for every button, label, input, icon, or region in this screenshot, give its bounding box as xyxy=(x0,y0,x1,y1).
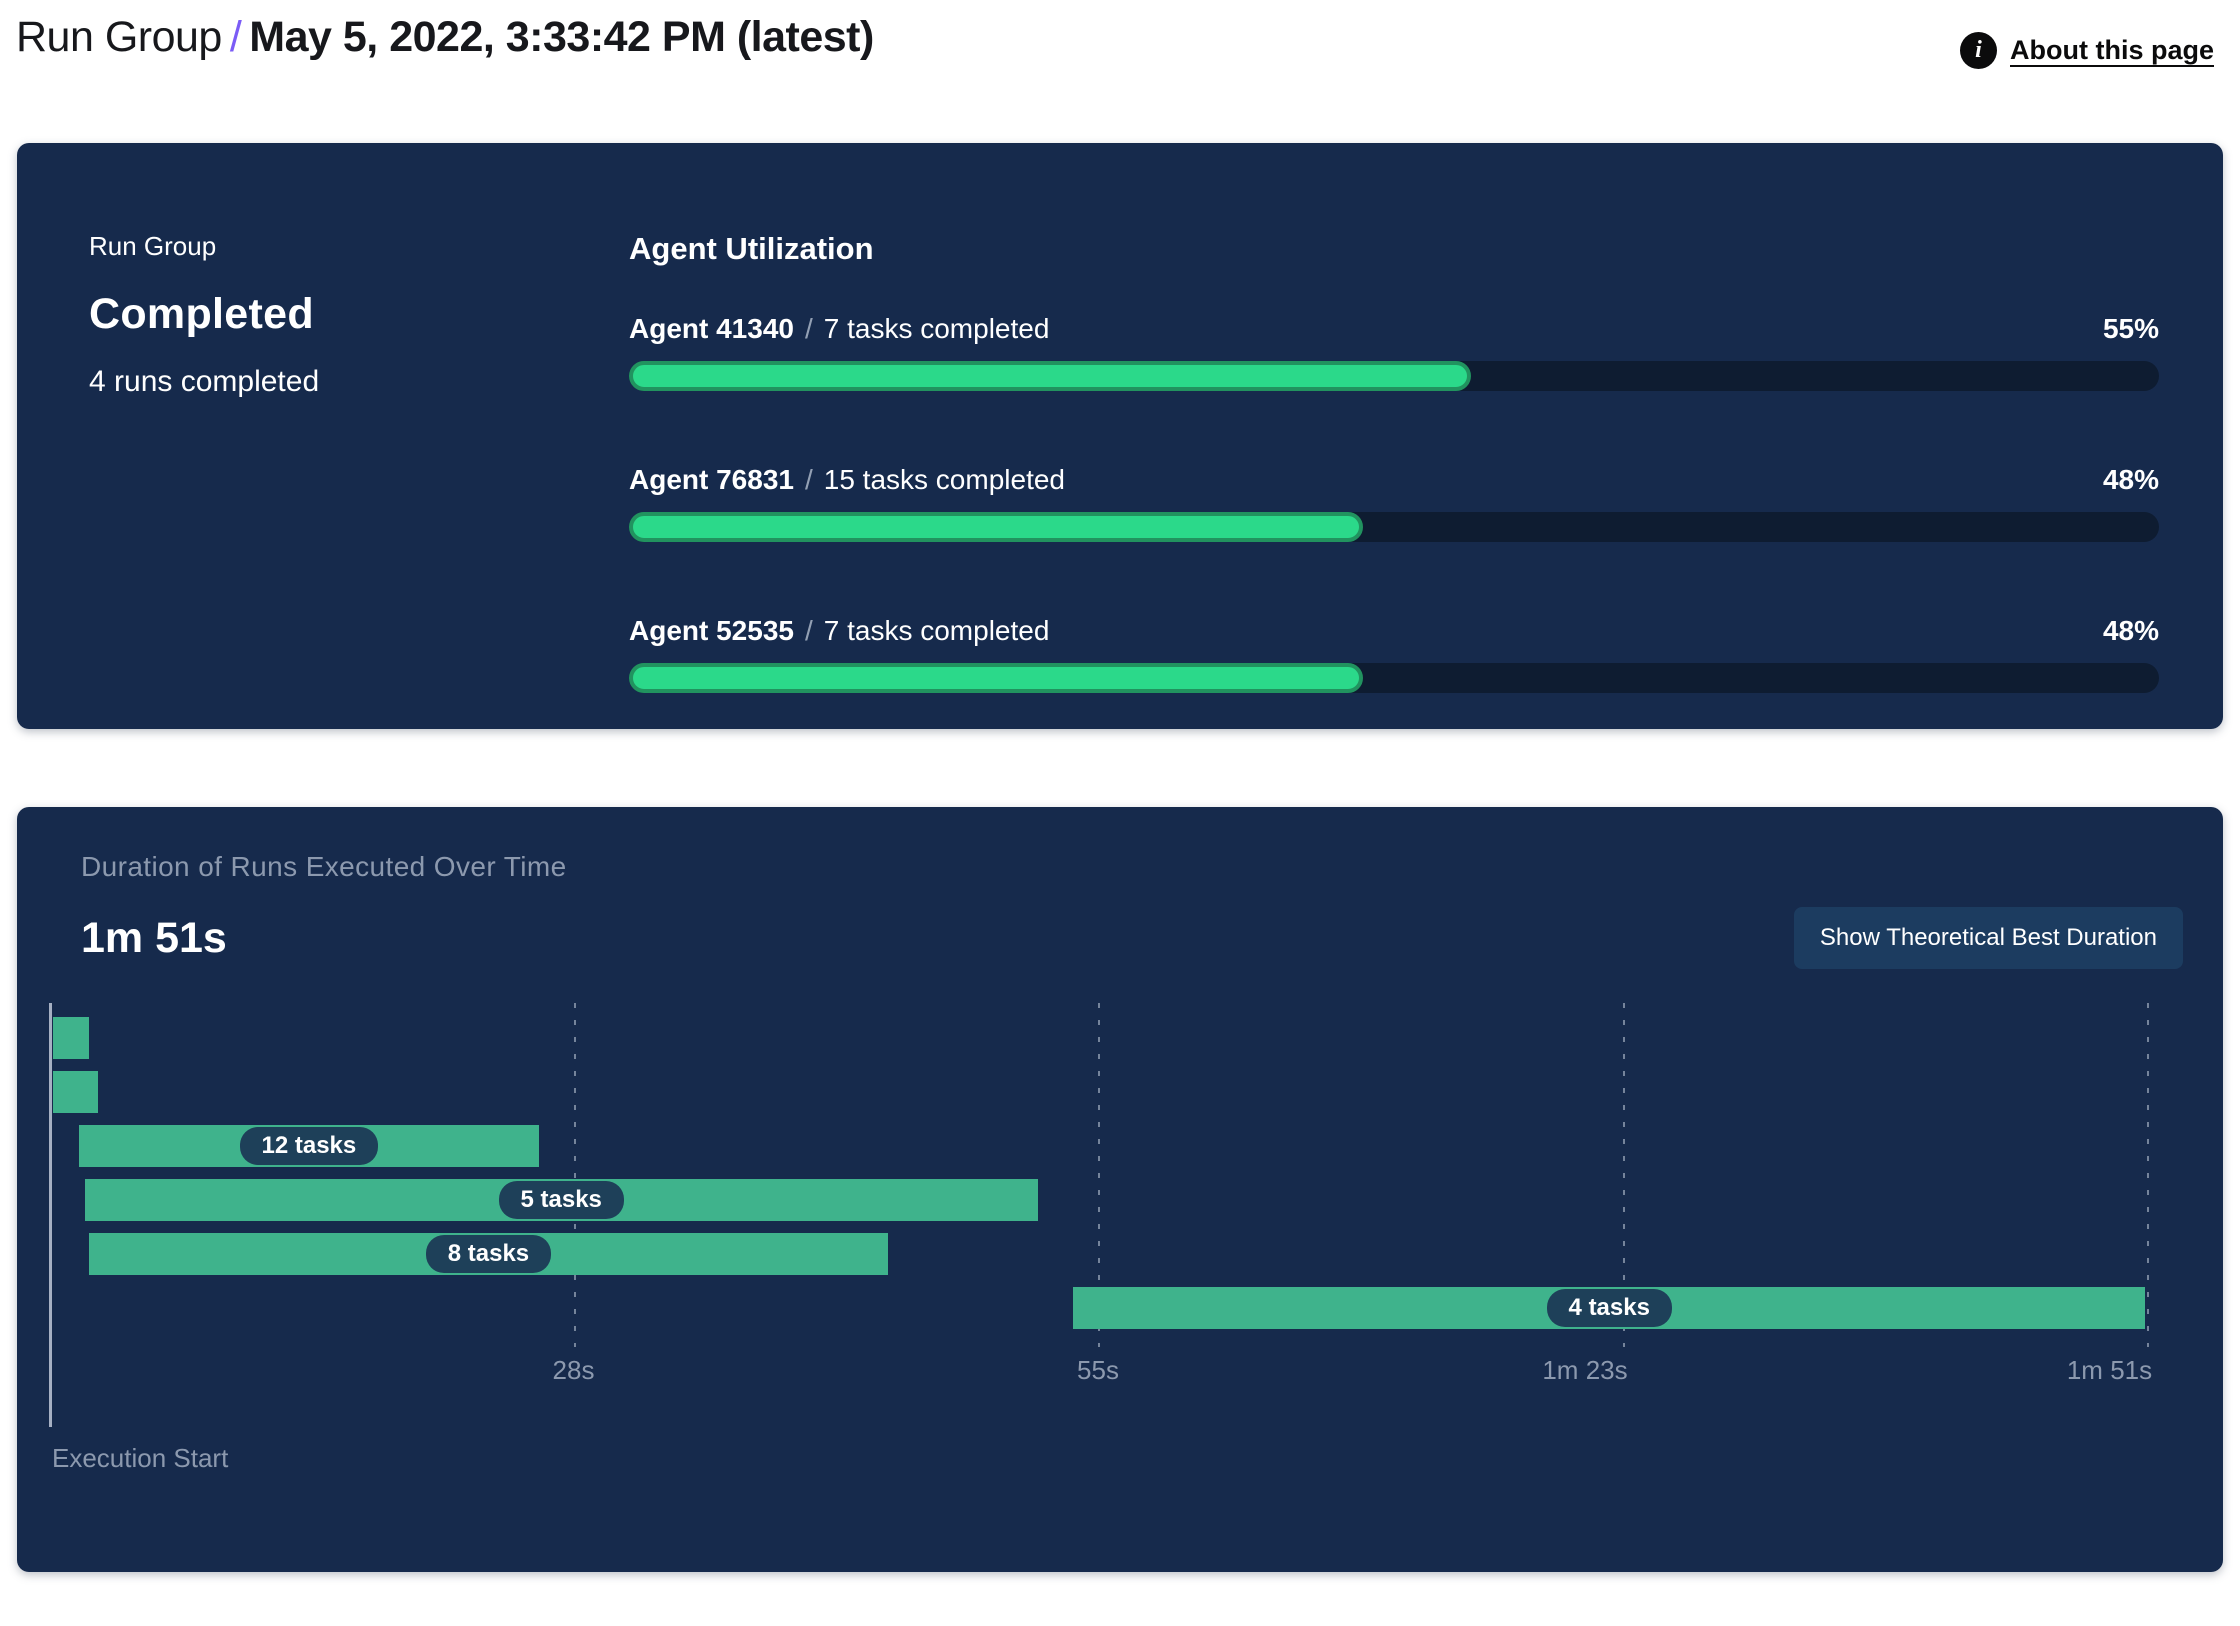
x-axis-tick-label: 1m 51s xyxy=(2066,1355,2153,1385)
run-tasks-count-pill: 4 tasks xyxy=(1546,1289,1672,1327)
duration-chart-title: Duration of Runs Executed Over Time xyxy=(81,851,567,882)
run-duration-bar[interactable] xyxy=(52,1017,89,1059)
x-axis-gridline xyxy=(573,1003,576,1347)
agent-utilization-percent: 55% xyxy=(2102,313,2159,344)
agent-name: Agent 76831 xyxy=(629,464,794,495)
info-icon: i xyxy=(1960,32,1997,69)
page-header: Run Group / May 5, 2022, 3:33:42 PM (lates… xyxy=(0,0,2240,143)
breadcrumb: Run Group / May 5, 2022, 3:33:42 PM (lates… xyxy=(16,10,874,66)
agent-utilization-section: Agent Utilization Agent 41340 / 7 tasks … xyxy=(629,231,2159,729)
utilization-progressbar-track xyxy=(629,512,2159,542)
run-duration-bar[interactable]: 12 tasks xyxy=(79,1125,539,1167)
agent-tasks-completed: 7 tasks completed xyxy=(823,313,1050,344)
agent-tasks-completed: 7 tasks completed xyxy=(823,615,1050,646)
agent-tasks-completed: 15 tasks completed xyxy=(823,464,1065,495)
total-duration-value: 1m 51s xyxy=(81,913,227,962)
breadcrumb-root[interactable]: Run Group xyxy=(16,13,222,61)
run-duration-bar[interactable]: 4 tasks xyxy=(1073,1287,2146,1329)
x-axis-gridline xyxy=(2147,1003,2149,1347)
x-axis-tick-label: 1m 23s xyxy=(1542,1355,1628,1385)
agent-label-line: Agent 52535 / 7 tasks completed 48% xyxy=(629,615,2159,647)
agent-utilization-percent: 48% xyxy=(2102,464,2159,495)
run-duration-bar[interactable] xyxy=(52,1071,99,1113)
about-link-label: About this page xyxy=(2010,35,2214,65)
agent-separator: / xyxy=(804,313,813,344)
utilization-progressbar-fill xyxy=(629,512,1364,542)
run-tasks-count-pill: 12 tasks xyxy=(239,1127,379,1165)
x-axis-tick-label: 28s xyxy=(552,1355,595,1385)
about-this-page-link[interactable]: i About this page xyxy=(1960,32,2214,69)
agent-utilization-row: Agent 52535 / 7 tasks completed 48% xyxy=(629,615,2159,693)
duration-gantt-chart: Execution Start 28s 55s 1m 23s 1m 51s 12 tas… xyxy=(49,1003,2152,1483)
agent-separator: / xyxy=(804,615,813,646)
utilization-progressbar-fill xyxy=(629,663,1364,693)
breadcrumb-separator: / xyxy=(229,13,242,61)
agent-label-line: Agent 41340 / 7 tasks completed 55% xyxy=(629,313,2159,345)
run-tasks-count-pill: 5 tasks xyxy=(498,1181,624,1219)
agent-separator: / xyxy=(804,464,813,495)
agent-name: Agent 41340 xyxy=(629,313,794,344)
runs-completed-count: 4 runs completed xyxy=(89,365,320,398)
utilization-progressbar-track xyxy=(629,663,2159,693)
run-group-label: Run Group xyxy=(89,231,217,261)
execution-start-label: Execution Start xyxy=(52,1443,229,1473)
duration-panel: Duration of Runs Executed Over Time 1m 5… xyxy=(17,807,2223,1572)
x-axis-gridline xyxy=(1622,1003,1625,1347)
run-group-status: Completed xyxy=(89,290,314,338)
page-title: May 5, 2022, 3:33:42 PM (latest) xyxy=(249,13,874,61)
x-axis-gridline xyxy=(1098,1003,1100,1347)
x-axis-tick-label: 55s xyxy=(1077,1355,1119,1385)
run-duration-bar[interactable]: 5 tasks xyxy=(84,1179,1038,1221)
agent-utilization-percent: 48% xyxy=(2102,615,2159,646)
agent-utilization-title: Agent Utilization xyxy=(629,231,874,266)
run-duration-bar[interactable]: 8 tasks xyxy=(88,1233,889,1275)
execution-start-axis-line xyxy=(49,1003,52,1427)
utilization-progressbar-track xyxy=(629,361,2159,391)
utilization-progressbar-fill xyxy=(629,361,1471,391)
run-group-status-block: Run Group Completed 4 runs completed xyxy=(89,231,629,729)
run-tasks-count-pill: 8 tasks xyxy=(425,1235,552,1273)
run-group-summary-panel: Run Group Completed 4 runs completed Age… xyxy=(17,143,2223,729)
agent-utilization-row: Agent 41340 / 7 tasks completed 55% xyxy=(629,313,2159,391)
agent-label-line: Agent 76831 / 15 tasks completed 48% xyxy=(629,464,2159,496)
agent-name: Agent 52535 xyxy=(629,615,794,646)
agent-utilization-row: Agent 76831 / 15 tasks completed 48% xyxy=(629,464,2159,542)
show-theoretical-best-duration-button[interactable]: Show Theoretical Best Duration xyxy=(1793,907,2183,969)
